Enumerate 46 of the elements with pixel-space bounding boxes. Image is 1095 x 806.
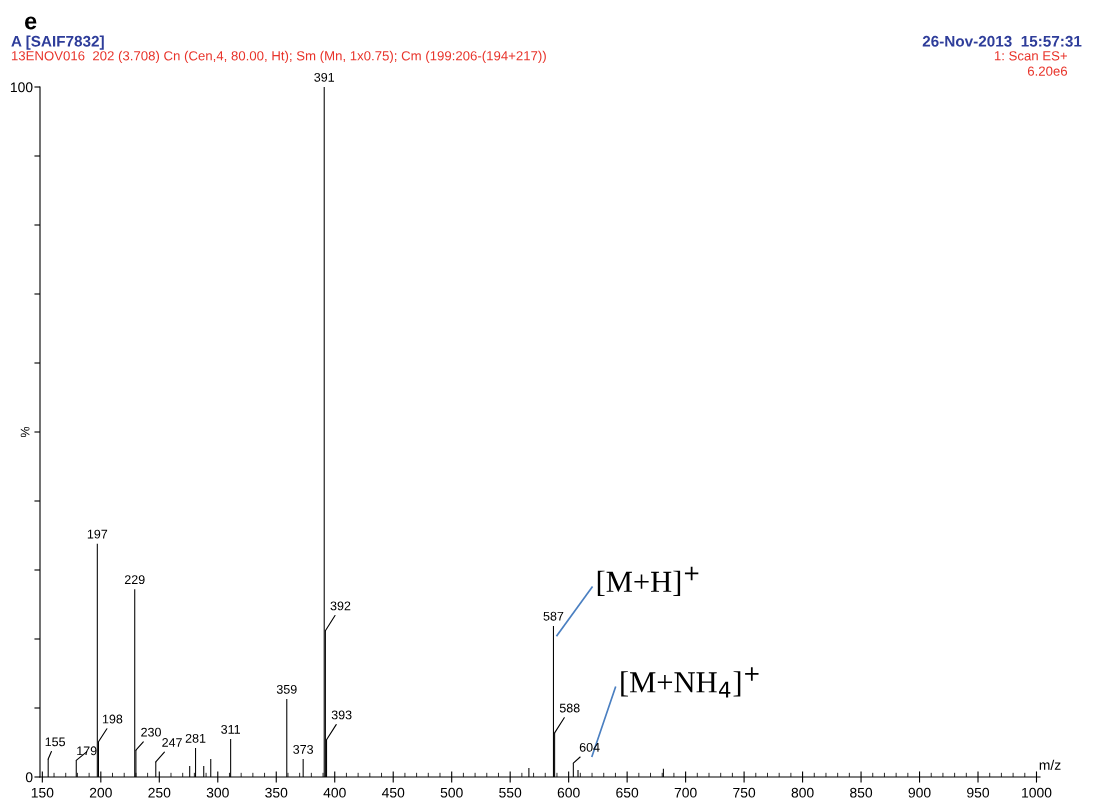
x-tick-label: 500 [440, 787, 463, 798]
annotation: 198 [102, 714, 123, 724]
y-axis-title: % [20, 426, 30, 438]
annotation: [M+NH$_{4}$]$^{+}$ [621, 667, 759, 698]
x-tick-label: 450 [381, 787, 405, 798]
x-tick-label: 800 [791, 787, 814, 798]
annotation: 247 [162, 738, 182, 747]
annotation: 155 [45, 737, 66, 747]
y-tick-label: 100 [10, 82, 33, 93]
x-tick-label: 350 [265, 787, 288, 798]
annotation: 230 [141, 727, 161, 737]
annotation: 391 [314, 72, 335, 82]
annotation: 197 [87, 529, 108, 539]
x-tick-label: 1000 [1022, 787, 1052, 798]
annotation: 392 [330, 601, 351, 611]
x-tick-label: 400 [323, 787, 346, 798]
x-tick-label: 950 [967, 787, 990, 798]
x-tick-label: 900 [908, 787, 931, 798]
annotation: 587 [543, 611, 564, 621]
x-tick-label: 250 [148, 787, 171, 798]
text: 13ENOV016 202 (3.708) Cn (Cen,4, 80.00, Ht); Sm (Mn, 1x0.75); Cm (199:206-(194+217)) [11, 50, 546, 64]
text: A [SAIF7832] [11, 35, 104, 50]
x-tick-label: 300 [206, 787, 229, 798]
x-tick-label: 600 [557, 787, 580, 798]
annotation: 393 [331, 710, 352, 720]
x-axis-title: m/z [1039, 759, 1061, 770]
x-tick-label: 200 [89, 787, 112, 798]
annotation: [M+H]$^{+}$ [597, 566, 699, 596]
text: e [25, 16, 37, 30]
annotation: 229 [124, 575, 145, 585]
text: 1: Scan ES+ [994, 51, 1067, 61]
x-tick-label: 850 [850, 787, 873, 798]
x-tick-label: 550 [499, 787, 522, 798]
text: 6.20e6 [1027, 66, 1068, 76]
annotation: 359 [276, 684, 297, 694]
x-tick-label: 750 [733, 787, 756, 798]
x-tick-label: 650 [616, 787, 639, 798]
annotation: 311 [221, 724, 240, 734]
annotation: 179 [77, 746, 97, 756]
annotation: 373 [293, 744, 314, 754]
y-tick-label: 0 [25, 772, 33, 783]
x-tick-label: 150 [31, 787, 54, 798]
text: 26-Nov-2013 15:57:31 [922, 35, 1082, 47]
annotation: 588 [559, 703, 580, 713]
annotation: 281 [185, 733, 206, 743]
x-tick-label: 700 [674, 787, 697, 798]
